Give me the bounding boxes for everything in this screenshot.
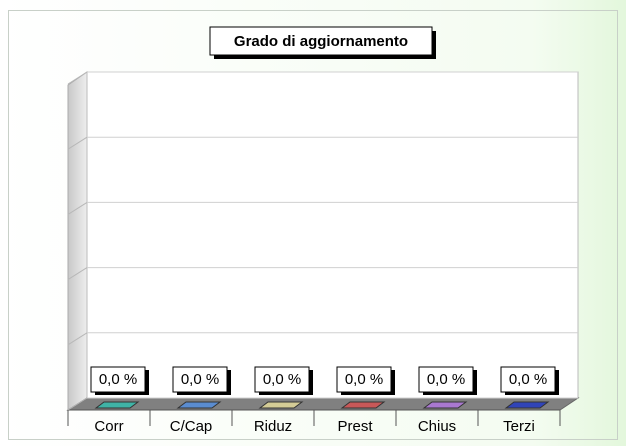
bar	[94, 401, 140, 409]
bar	[504, 401, 550, 409]
value-label: 0,0 %	[345, 371, 383, 388]
grid-line-side	[67, 397, 88, 411]
bar	[176, 401, 222, 409]
x-tick-label: Terzi	[503, 418, 535, 435]
value-label: 0,0 %	[181, 371, 219, 388]
bar	[422, 401, 468, 409]
x-tick-label: Chius	[418, 418, 456, 435]
grid-line-side	[67, 332, 88, 346]
value-label-box	[90, 366, 146, 393]
floor	[66, 397, 580, 411]
frame	[8, 10, 618, 440]
x-tick-label: Riduz	[254, 418, 292, 435]
value-label-box	[172, 366, 228, 393]
value-label: 0,0 %	[99, 371, 137, 388]
value-label-box	[418, 366, 474, 393]
back-wall	[86, 71, 579, 399]
value-label: 0,0 %	[509, 371, 547, 388]
x-tick-label: Corr	[94, 418, 123, 435]
value-label: 0,0 %	[263, 371, 301, 388]
grid-line-side	[67, 136, 88, 150]
grid-line-side	[67, 267, 88, 281]
value-label-box	[254, 366, 310, 393]
x-tick-label: C/Cap	[170, 418, 213, 435]
bar	[340, 401, 386, 409]
bar	[258, 401, 304, 409]
chart-title: Grado di aggiornamento	[234, 33, 408, 50]
grid-line-side	[67, 71, 88, 85]
side-wall	[67, 71, 88, 411]
x-tick-label: Prest	[337, 418, 373, 435]
title-box	[209, 26, 433, 56]
value-label: 0,0 %	[427, 371, 465, 388]
value-label-box	[500, 366, 556, 393]
grid-line-side	[67, 201, 88, 215]
value-label-box	[336, 366, 392, 393]
